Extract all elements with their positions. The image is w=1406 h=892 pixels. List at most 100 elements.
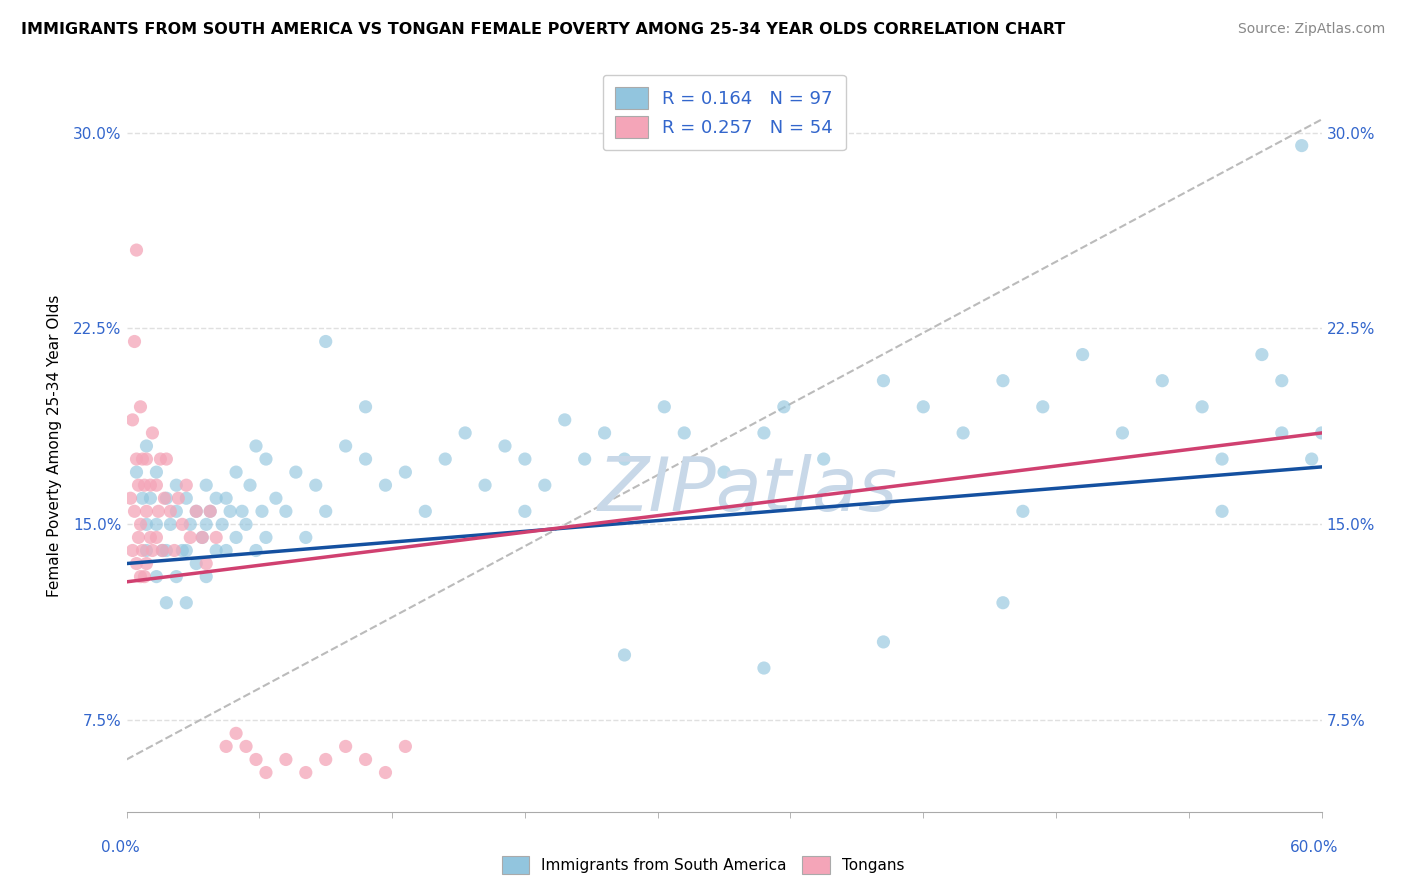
Point	[315, 752, 337, 766]
Point	[139, 530, 162, 544]
Legend: Immigrants from South America, Tongans: Immigrants from South America, Tongans	[494, 848, 912, 882]
Point	[1291, 138, 1313, 153]
Point	[1211, 452, 1233, 467]
Point	[991, 596, 1014, 610]
Point	[773, 400, 796, 414]
Point	[200, 504, 222, 518]
Point	[155, 452, 177, 467]
Point	[186, 557, 208, 571]
Point	[315, 504, 337, 518]
Point	[245, 752, 267, 766]
Point	[141, 425, 163, 440]
Point	[131, 491, 153, 506]
Point	[120, 491, 142, 506]
Point	[613, 648, 636, 662]
Point	[145, 465, 167, 479]
Point	[813, 452, 835, 467]
Point	[121, 413, 143, 427]
Point	[474, 478, 496, 492]
Point	[205, 491, 228, 506]
Point	[1032, 400, 1054, 414]
Point	[134, 569, 156, 583]
Point	[1071, 347, 1094, 362]
Point	[952, 425, 974, 440]
Point	[205, 530, 228, 544]
Point	[245, 439, 267, 453]
Point	[155, 543, 177, 558]
Point	[354, 400, 377, 414]
Point	[872, 374, 894, 388]
Point	[135, 517, 157, 532]
Point	[613, 452, 636, 467]
Point	[195, 517, 218, 532]
Point	[153, 491, 176, 506]
Point	[1310, 425, 1333, 440]
Point	[593, 425, 616, 440]
Point	[215, 491, 238, 506]
Point	[673, 425, 696, 440]
Point	[149, 452, 172, 467]
Point	[124, 504, 146, 518]
Point	[554, 413, 576, 427]
Point	[174, 491, 197, 506]
Point	[494, 439, 516, 453]
Point	[652, 400, 675, 414]
Point	[225, 530, 247, 544]
Point	[124, 334, 146, 349]
Point	[250, 504, 273, 518]
Point	[245, 543, 267, 558]
Point	[145, 569, 167, 583]
Point	[174, 543, 197, 558]
Point	[127, 530, 149, 544]
Point	[129, 400, 152, 414]
Point	[148, 504, 170, 518]
Point	[139, 478, 162, 492]
Point	[354, 752, 377, 766]
Point	[219, 504, 242, 518]
Point	[134, 478, 156, 492]
Point	[163, 543, 186, 558]
Point	[195, 557, 218, 571]
Point	[165, 504, 187, 518]
Legend: R = 0.164   N = 97, R = 0.257   N = 54: R = 0.164 N = 97, R = 0.257 N = 54	[603, 75, 845, 151]
Point	[872, 635, 894, 649]
Point	[145, 478, 167, 492]
Text: Source: ZipAtlas.com: Source: ZipAtlas.com	[1237, 22, 1385, 37]
Point	[215, 543, 238, 558]
Point	[274, 504, 297, 518]
Point	[195, 569, 218, 583]
Point	[574, 452, 596, 467]
Point	[254, 452, 277, 467]
Point	[179, 517, 201, 532]
Text: ZIPatlas: ZIPatlas	[598, 454, 898, 526]
Point	[174, 596, 197, 610]
Point	[239, 478, 262, 492]
Point	[159, 504, 181, 518]
Point	[131, 452, 153, 467]
Point	[215, 739, 238, 754]
Point	[912, 400, 935, 414]
Point	[172, 517, 194, 532]
Point	[305, 478, 328, 492]
Point	[139, 491, 162, 506]
Point	[1271, 425, 1294, 440]
Point	[394, 465, 416, 479]
Point	[264, 491, 287, 506]
Point	[374, 478, 396, 492]
Point	[294, 765, 316, 780]
Point	[434, 452, 457, 467]
Point	[129, 517, 152, 532]
Point	[533, 478, 555, 492]
Point	[125, 243, 148, 257]
Text: 60.0%: 60.0%	[1291, 839, 1339, 855]
Point	[186, 504, 208, 518]
Point	[1250, 347, 1272, 362]
Point	[135, 557, 157, 571]
Point	[1191, 400, 1213, 414]
Point	[200, 504, 222, 518]
Point	[191, 530, 214, 544]
Point	[1211, 504, 1233, 518]
Point	[1271, 374, 1294, 388]
Point	[135, 439, 157, 453]
Point	[211, 517, 233, 532]
